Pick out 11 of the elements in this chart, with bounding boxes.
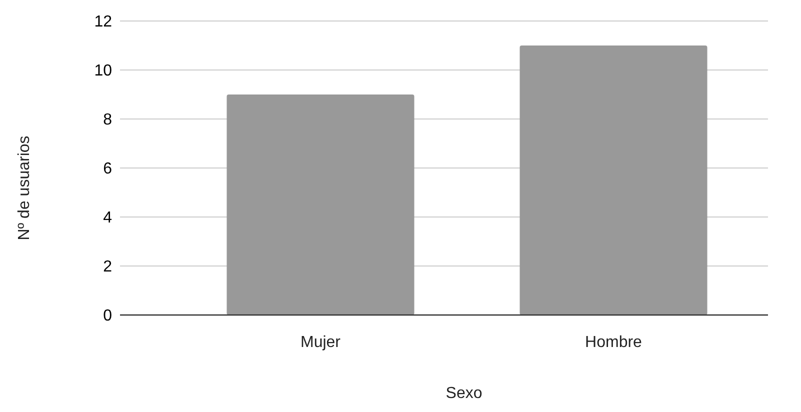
y-tick-label: 10 <box>94 62 112 80</box>
y-axis-title: Nº de usuarios <box>16 136 33 240</box>
y-tick-label: 12 <box>94 14 112 31</box>
y-tick-label: 0 <box>103 308 112 325</box>
x-tick-label: Hombre <box>585 334 642 351</box>
x-axis-title: Sexo <box>446 385 482 402</box>
y-tick-label: 8 <box>103 112 112 129</box>
y-tick-label: 6 <box>103 160 112 178</box>
x-tick-label: Mujer <box>300 334 342 351</box>
y-tick-label: 4 <box>103 210 112 227</box>
y-tick-label: 2 <box>103 258 112 276</box>
